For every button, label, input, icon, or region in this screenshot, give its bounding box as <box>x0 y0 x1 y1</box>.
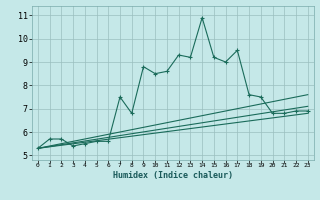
X-axis label: Humidex (Indice chaleur): Humidex (Indice chaleur) <box>113 171 233 180</box>
